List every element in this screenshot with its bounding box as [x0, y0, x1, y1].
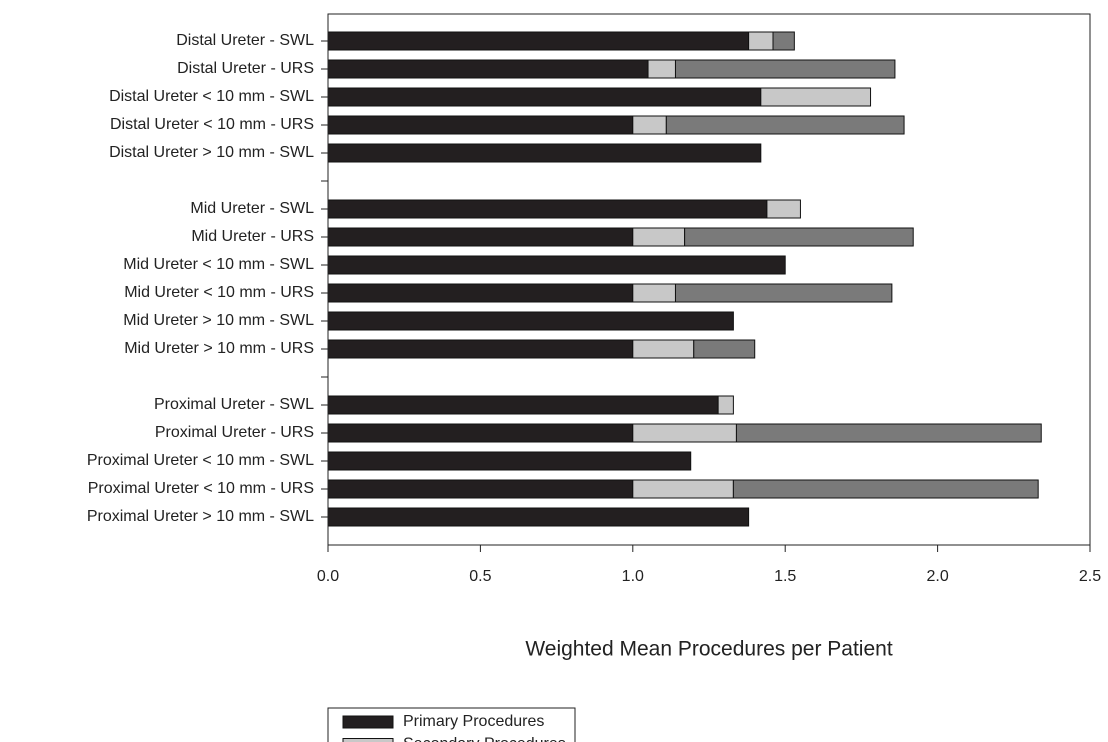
y-tick-label: Proximal Ureter > 10 mm - SWL	[87, 508, 314, 525]
x-tick-label: 0.5	[469, 568, 491, 585]
bar-segment	[772, 31, 795, 51]
bar-segment	[327, 395, 719, 415]
y-tick-label: Mid Ureter < 10 mm - SWL	[123, 256, 314, 273]
bar-segment	[327, 115, 634, 135]
bar-segment	[327, 283, 634, 303]
x-axis-title: Weighted Mean Procedures per Patient	[525, 638, 892, 661]
x-tick-label: 2.0	[926, 568, 948, 585]
legend-swatch	[342, 715, 394, 729]
bar-segment	[327, 507, 750, 527]
bar-segment	[632, 423, 737, 443]
legend-label: Secondary Procedures	[403, 736, 566, 742]
bar-segment	[327, 423, 634, 443]
y-tick-label: Distal Ureter - SWL	[176, 32, 314, 49]
y-tick-label: Proximal Ureter - URS	[155, 424, 314, 441]
y-tick-label: Mid Ureter - URS	[191, 228, 314, 245]
bar-segment	[735, 423, 1042, 443]
y-tick-label: Distal Ureter < 10 mm - URS	[110, 116, 314, 133]
bar-segment	[717, 395, 734, 415]
bar-segment	[632, 115, 667, 135]
x-tick-label: 0.0	[317, 568, 339, 585]
y-tick-label: Distal Ureter - URS	[177, 60, 314, 77]
y-tick-label: Distal Ureter > 10 mm - SWL	[109, 144, 314, 161]
y-tick-label: Proximal Ureter - SWL	[154, 396, 314, 413]
bar-segment	[632, 227, 686, 247]
y-tick-label: Mid Ureter > 10 mm - URS	[124, 340, 314, 357]
y-tick-label: Proximal Ureter < 10 mm - SWL	[87, 452, 314, 469]
y-tick-label: Mid Ureter - SWL	[190, 200, 314, 217]
bar-segment	[327, 87, 762, 107]
bar-segment	[674, 283, 893, 303]
x-tick-label: 2.5	[1079, 568, 1101, 585]
bar-segment	[674, 59, 896, 79]
y-tick-label: Distal Ureter < 10 mm - SWL	[109, 88, 314, 105]
x-tick-label: 1.0	[622, 568, 644, 585]
legend-label: Primary Procedures	[403, 713, 544, 730]
bar-segment	[693, 339, 756, 359]
bar-segment	[760, 87, 872, 107]
y-tick-label: Mid Ureter < 10 mm - URS	[124, 284, 314, 301]
bar-segment	[327, 31, 750, 51]
bar-segment	[766, 199, 801, 219]
bar-segment	[327, 143, 762, 163]
legend-box	[327, 707, 576, 742]
bar-segment	[327, 199, 768, 219]
bar-segment	[647, 59, 676, 79]
bar-segment	[327, 451, 692, 471]
legend-swatch	[342, 738, 394, 742]
bar-segment	[327, 339, 634, 359]
bar-segment	[748, 31, 774, 51]
bar-segment	[632, 339, 695, 359]
bar-segment	[732, 479, 1039, 499]
plot-frame	[327, 13, 1091, 546]
bar-segment	[632, 479, 734, 499]
bar-segment	[327, 227, 634, 247]
x-tick-label: 1.5	[774, 568, 796, 585]
bar-segment	[327, 255, 786, 275]
bar-segment	[684, 227, 914, 247]
bar-segment	[327, 59, 649, 79]
bar-segment	[327, 311, 734, 331]
bar-segment	[665, 115, 905, 135]
bar-segment	[632, 283, 676, 303]
bar-segment	[327, 479, 634, 499]
y-tick-label: Proximal Ureter < 10 mm - URS	[88, 480, 314, 497]
y-tick-label: Mid Ureter > 10 mm - SWL	[123, 312, 314, 329]
